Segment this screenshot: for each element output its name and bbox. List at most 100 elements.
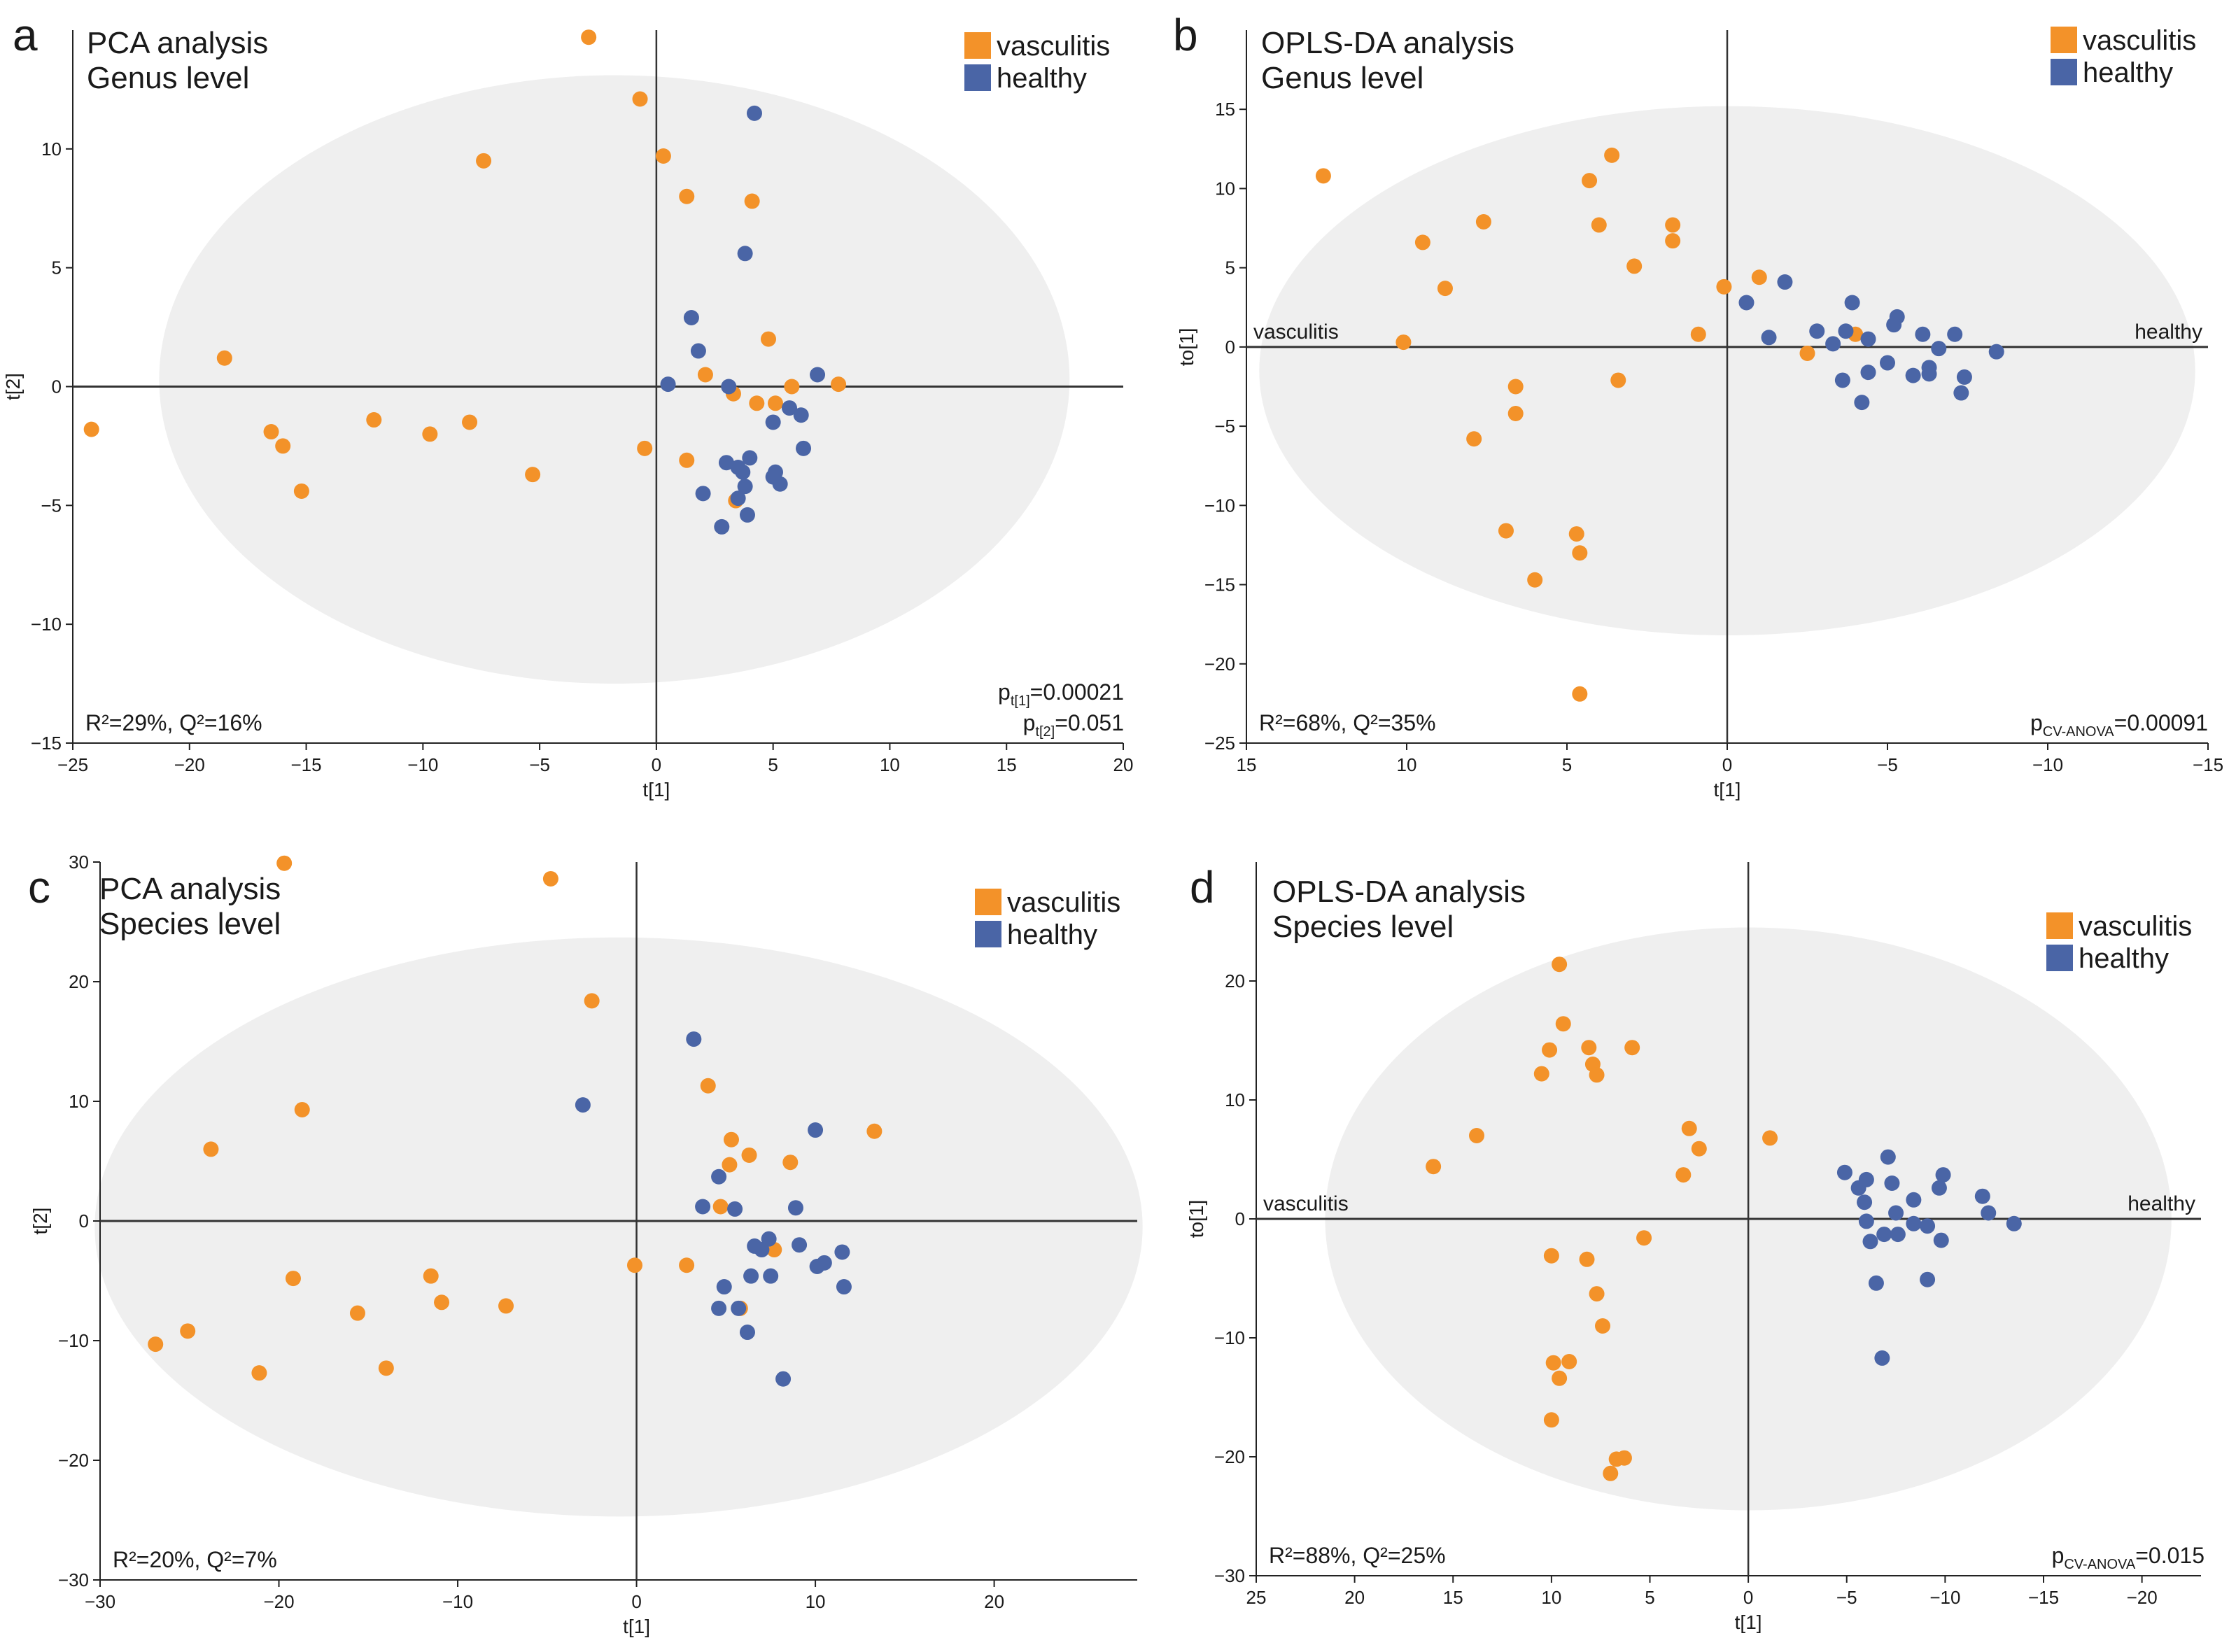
data-point-vasculitis: [434, 1294, 450, 1311]
side-label-vasculitis: vasculitis: [1263, 1192, 1349, 1215]
data-point-vasculitis: [632, 91, 648, 107]
p-symbol: p: [2052, 1543, 2065, 1568]
data-point-vasculitis: [741, 1147, 757, 1163]
data-point-vasculitis: [148, 1336, 164, 1353]
data-point-healthy: [1906, 1215, 1922, 1231]
data-point-healthy: [660, 376, 676, 393]
data-point-healthy: [1860, 365, 1876, 381]
y-tick-label: 20: [69, 971, 89, 992]
data-point-vasculitis: [263, 424, 279, 440]
data-point-vasculitis: [1475, 213, 1491, 230]
data-point-vasculitis: [1533, 1066, 1549, 1082]
data-point-healthy: [742, 450, 758, 466]
data-point-healthy: [730, 490, 746, 507]
y-tick-label: −20: [58, 1450, 89, 1471]
data-point-vasculitis: [1555, 1016, 1571, 1032]
legend-swatch-healthy: [964, 64, 991, 91]
data-point-healthy: [714, 518, 730, 535]
model-stats: R²=20%, Q²=7%: [113, 1547, 277, 1572]
x-tick-label: 20: [1344, 1587, 1365, 1608]
data-point-healthy: [735, 464, 751, 480]
data-point-healthy: [690, 343, 706, 359]
data-point-vasculitis: [1595, 1318, 1610, 1334]
y-tick-label: −10: [1214, 1327, 1245, 1348]
legend-label-vasculitis: vasculitis: [2083, 25, 2196, 56]
data-point-vasculitis: [722, 1157, 738, 1173]
p-subscript: t[2]: [1035, 724, 1055, 740]
y-tick-label: −15: [31, 733, 62, 754]
x-tick-label: −5: [529, 754, 550, 775]
data-point-vasculitis: [1552, 956, 1568, 973]
x-tick-label: 0: [631, 1591, 641, 1612]
data-point-vasculitis: [760, 331, 776, 347]
data-point-vasculitis: [637, 440, 653, 456]
y-tick-label: 10: [1215, 178, 1235, 199]
data-point-healthy: [793, 407, 809, 423]
data-point-vasculitis: [1589, 1286, 1605, 1302]
data-point-healthy: [1953, 385, 1969, 401]
y-tick-label: 10: [1225, 1089, 1245, 1110]
data-point-vasculitis: [584, 993, 600, 1009]
data-point-vasculitis: [275, 438, 291, 454]
r2-q2-stats: R²=29%, Q²=16%: [85, 710, 262, 735]
x-tick-label: 15: [1237, 754, 1257, 775]
data-point-vasculitis: [679, 188, 695, 204]
series-vasculitis: [1315, 147, 1864, 702]
x-tick-label: −20: [263, 1591, 294, 1612]
data-point-healthy: [787, 1200, 803, 1216]
data-point-vasculitis: [525, 467, 541, 483]
p-value-stat: pCV-ANOVA=0.015: [2052, 1543, 2205, 1572]
data-point-healthy: [1890, 1227, 1906, 1243]
data-point-healthy: [765, 414, 781, 430]
p-subscript: t[1]: [1011, 693, 1030, 709]
data-point-vasculitis: [1582, 173, 1598, 189]
data-point-vasculitis: [1751, 269, 1767, 285]
series-vasculitis: [1426, 956, 1778, 1481]
y-tick-label: 30: [69, 852, 89, 873]
legend-swatch-vasculitis: [964, 32, 991, 59]
panel-letter: d: [1190, 862, 1215, 912]
p-symbol: p: [1023, 710, 1036, 735]
x-tick-label: −5: [1836, 1587, 1857, 1608]
x-tick-label: −10: [2032, 754, 2063, 775]
data-point-vasculitis: [1552, 1370, 1568, 1386]
data-point-vasculitis: [866, 1123, 883, 1139]
data-point-vasculitis: [626, 1257, 642, 1273]
data-point-healthy: [739, 1325, 755, 1341]
data-point-healthy: [721, 379, 737, 395]
x-tick-label: 5: [1562, 754, 1572, 775]
p-subscript: CV-ANOVA: [2043, 724, 2115, 740]
data-point-healthy: [731, 1300, 747, 1316]
data-point-vasculitis: [349, 1305, 365, 1321]
data-point-vasculitis: [1716, 278, 1732, 295]
data-point-vasculitis: [1681, 1120, 1697, 1136]
legend-label-healthy: healthy: [997, 63, 1087, 94]
data-point-vasculitis: [697, 367, 713, 383]
data-point-vasculitis: [1636, 1230, 1652, 1246]
x-tick-label: −25: [57, 754, 88, 775]
y-axis-title: to[1]: [1176, 328, 1197, 366]
data-point-healthy: [1858, 1213, 1874, 1229]
data-point-vasculitis: [1507, 379, 1524, 395]
data-point-vasculitis: [1591, 217, 1607, 233]
data-point-healthy: [1868, 1275, 1884, 1291]
legend-label-vasculitis: vasculitis: [997, 31, 1110, 62]
x-tick-label: 10: [1397, 754, 1417, 775]
data-point-healthy: [754, 1242, 770, 1258]
panel-letter: c: [28, 862, 50, 912]
data-point-healthy: [1860, 331, 1876, 347]
y-axis-title: to[1]: [1186, 1200, 1207, 1238]
data-point-healthy: [1880, 355, 1895, 371]
data-point-healthy: [746, 105, 762, 121]
data-point-healthy: [834, 1244, 850, 1260]
data-point-vasculitis: [655, 148, 671, 164]
data-point-healthy: [683, 309, 699, 325]
x-tick-label: 5: [768, 754, 778, 775]
p-value-stat: pCV-ANOVA=0.00091: [2030, 710, 2208, 740]
y-tick-label: −5: [1214, 416, 1235, 437]
y-tick-label: 5: [52, 257, 62, 278]
data-point-healthy: [775, 1371, 792, 1387]
data-point-healthy: [1886, 317, 1902, 333]
data-point-vasculitis: [251, 1365, 267, 1381]
data-point-healthy: [1857, 1194, 1873, 1210]
